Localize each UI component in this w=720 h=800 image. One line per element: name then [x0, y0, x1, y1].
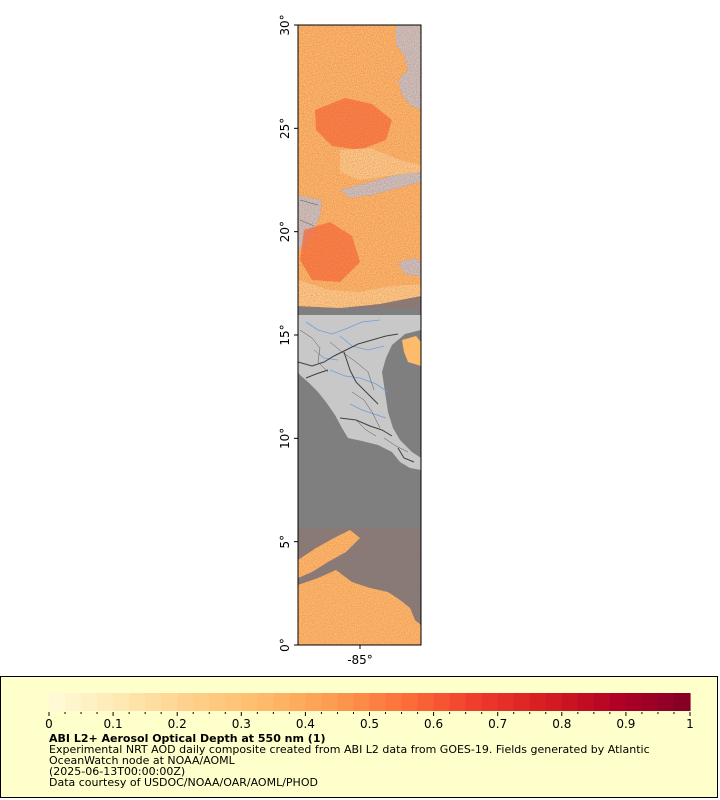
colorbar-tick-label: 0.6 [424, 717, 443, 731]
colorbar-cell [225, 693, 242, 711]
state-border [299, 329, 329, 373]
colorbar-cell [161, 693, 178, 711]
colorbar-cell [513, 693, 531, 711]
colorbar-tick-label: 0.3 [232, 717, 251, 731]
colorbar-cell [625, 693, 643, 711]
latitude-tick-label: 20° [278, 221, 292, 242]
aod-noise-north [298, 25, 421, 308]
colorbar-cell [113, 693, 130, 711]
aod-noise-south [298, 528, 421, 645]
legend-description-line-1: Experimental NRT AOD daily composite cre… [49, 743, 650, 756]
aod-map: 0° 5° 10° 15° 20° 25° 30° -85° [278, 14, 422, 667]
colorbar-cell [593, 693, 611, 711]
country-border [305, 369, 329, 379]
colorbar-cell [177, 693, 194, 711]
legend-description-line-2: OceanWatch node at NOAA/AOML [49, 754, 235, 767]
colorbar-cell [257, 693, 274, 711]
colorbar-cell [337, 693, 355, 711]
colorbar-cells [49, 693, 691, 711]
state-border [355, 419, 377, 437]
colorbar-cell [81, 693, 98, 711]
colorbar-cell [209, 693, 226, 711]
colorbar-tick-label: 0 [45, 717, 53, 731]
colorbar-cell [289, 693, 306, 711]
latitude-tick-label: 30° [278, 14, 292, 35]
colorbar-cell [417, 693, 435, 711]
legend-date: (2025-06-13T00:00:00Z) [49, 765, 186, 778]
colorbar-cell [97, 693, 114, 711]
colorbar-cell [145, 693, 162, 711]
country-borders [298, 333, 415, 463]
state-borders [299, 199, 409, 453]
colorbar-tick-label: 0.1 [104, 717, 123, 731]
state-border [299, 199, 319, 227]
colorbar-cell [241, 693, 258, 711]
colorbar-tick-label: 0.4 [296, 717, 315, 731]
colorbar-cell [481, 693, 499, 711]
colorbar-cell [369, 693, 387, 711]
longitude-tick-label: -85° [347, 653, 373, 667]
colorbar-cell [529, 693, 547, 711]
colorbar-tick-label: 0.9 [616, 717, 635, 731]
legend-panel: 0 0.1 0.2 0.3 0.4 0.5 0.6 0.7 0.8 0.9 1 ABI L2+ Ae… [0, 676, 718, 798]
colorbar-cell [545, 693, 563, 711]
country-border [343, 351, 379, 405]
river [329, 369, 389, 393]
colorbar: 0 0.1 0.2 0.3 0.4 0.5 0.6 0.7 0.8 0.9 1 [45, 693, 694, 731]
colorbar-cell [353, 693, 371, 711]
country-border [397, 447, 415, 463]
country-border [298, 333, 399, 367]
legend-title: ABI L2+ Aerosol Optical Depth at 550 nm … [49, 732, 326, 745]
river [305, 319, 381, 335]
colorbar-cell [305, 693, 323, 711]
colorbar-tick-label: 1 [686, 717, 694, 731]
colorbar-cell [385, 693, 403, 711]
rivers [305, 319, 389, 419]
latitude-tick-label: 5° [278, 535, 292, 549]
colorbar-cell [657, 693, 675, 711]
latitude-tick-label: 25° [278, 118, 292, 139]
colorbar-cell [433, 693, 451, 711]
state-border [351, 391, 381, 429]
colorbar-cell [401, 693, 419, 711]
latitude-axis: 0° 5° 10° 15° 20° 25° 30° [278, 14, 298, 652]
colorbar-ticks: 0 0.1 0.2 0.3 0.4 0.5 0.6 0.7 0.8 0.9 1 [45, 712, 694, 731]
aod-patch-east [402, 336, 421, 366]
colorbar-tick-label: 0.5 [360, 717, 379, 731]
colorbar-cell [673, 693, 691, 711]
colorbar-cell [129, 693, 146, 711]
longitude-axis: -85° [347, 645, 373, 667]
latitude-tick-label: 10° [278, 428, 292, 449]
colorbar-tick-label: 0.2 [168, 717, 187, 731]
colorbar-cell [465, 693, 483, 711]
colorbar-cell [273, 693, 290, 711]
river [313, 349, 339, 361]
colorbar-tick-label: 0.8 [552, 717, 571, 731]
colorbar-cell [561, 693, 579, 711]
colorbar-cell [641, 693, 659, 711]
colorbar-tick-label: 0.7 [488, 717, 507, 731]
colorbar-cell [193, 693, 210, 711]
river [349, 403, 387, 419]
colorbar-cell [609, 693, 627, 711]
latitude-tick-label: 15° [278, 324, 292, 345]
state-border [329, 341, 375, 391]
colorbar-cell [577, 693, 595, 711]
colorbar-cell [321, 693, 339, 711]
central-america-land [298, 315, 421, 470]
country-border [339, 417, 393, 437]
latitude-tick-label: 0° [278, 638, 292, 652]
colorbar-cell [449, 693, 467, 711]
legend-credits: Data courtesy of USDOC/NOAA/OAR/AOML/PHO… [49, 776, 318, 789]
colorbar-cell [49, 693, 66, 711]
colorbar-cell [497, 693, 515, 711]
colorbar-cell [65, 693, 82, 711]
river [339, 335, 385, 351]
state-border [383, 437, 409, 453]
